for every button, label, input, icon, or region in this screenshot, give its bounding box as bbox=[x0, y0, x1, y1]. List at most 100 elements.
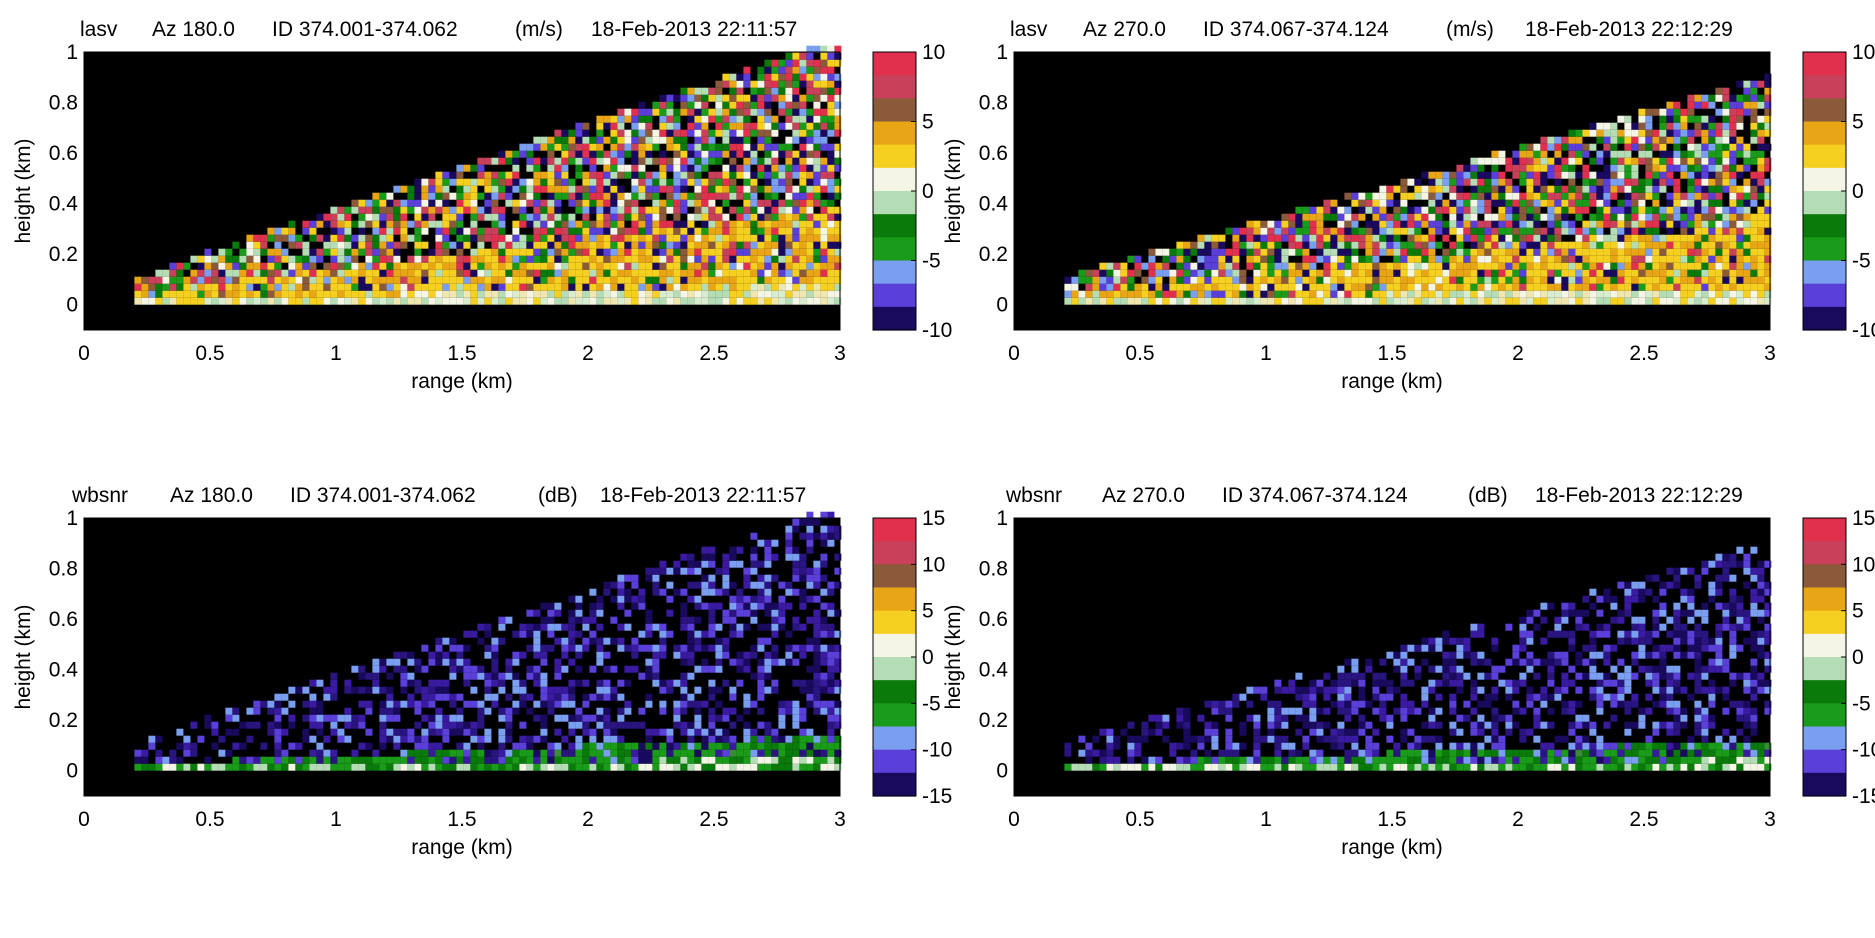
data-cell bbox=[708, 560, 716, 568]
data-cell bbox=[316, 276, 324, 284]
data-cell bbox=[1645, 234, 1653, 242]
data-cell bbox=[309, 262, 317, 270]
data-cell bbox=[764, 546, 772, 554]
data-cell bbox=[582, 714, 590, 722]
colorbar-segment bbox=[1803, 75, 1846, 99]
data-cell bbox=[673, 276, 681, 284]
data-cell bbox=[820, 227, 828, 235]
data-cell bbox=[1561, 185, 1569, 193]
data-cell bbox=[1624, 269, 1632, 277]
data-cell bbox=[519, 220, 527, 228]
data-cell bbox=[1246, 220, 1254, 228]
data-cell bbox=[743, 101, 751, 109]
data-cell bbox=[1533, 227, 1541, 235]
data-cell bbox=[1743, 185, 1751, 193]
data-cell bbox=[442, 658, 450, 666]
data-cell bbox=[582, 122, 590, 130]
data-cell bbox=[554, 171, 562, 179]
data-cell bbox=[232, 290, 240, 298]
data-cell bbox=[736, 595, 744, 603]
data-cell bbox=[792, 108, 800, 116]
data-cell bbox=[673, 164, 681, 172]
data-cell bbox=[211, 262, 219, 270]
data-cell bbox=[449, 714, 457, 722]
data-cell bbox=[1736, 80, 1744, 88]
data-cell bbox=[1757, 192, 1765, 200]
data-cell bbox=[1393, 213, 1401, 221]
data-cell bbox=[183, 749, 191, 757]
data-cell bbox=[1617, 115, 1625, 123]
data-cell bbox=[1253, 241, 1261, 249]
data-cell bbox=[358, 227, 366, 235]
data-cell bbox=[694, 241, 702, 249]
data-cell bbox=[1631, 171, 1639, 179]
data-cell bbox=[505, 192, 513, 200]
data-cell bbox=[1491, 241, 1499, 249]
data-cell bbox=[1729, 178, 1737, 186]
data-cell bbox=[610, 728, 618, 736]
data-cell bbox=[1274, 297, 1282, 305]
data-cell bbox=[743, 66, 751, 74]
data-cell bbox=[1624, 150, 1632, 158]
data-cell bbox=[1533, 220, 1541, 228]
data-cell bbox=[1491, 269, 1499, 277]
data-cell bbox=[358, 756, 366, 764]
data-cell bbox=[715, 122, 723, 130]
data-cell bbox=[631, 178, 639, 186]
data-cell bbox=[575, 234, 583, 242]
data-cell bbox=[764, 756, 772, 764]
data-cell bbox=[792, 206, 800, 214]
data-cell bbox=[1603, 122, 1611, 130]
data-cell bbox=[806, 756, 814, 764]
data-cell bbox=[708, 108, 716, 116]
data-cell bbox=[218, 248, 226, 256]
data-cell bbox=[834, 94, 842, 102]
data-cell bbox=[708, 171, 716, 179]
data-cell bbox=[1582, 143, 1590, 151]
data-cell bbox=[519, 721, 527, 729]
data-cell bbox=[1722, 290, 1730, 298]
data-cell bbox=[540, 199, 548, 207]
data-cell bbox=[659, 122, 667, 130]
data-cell bbox=[1673, 269, 1681, 277]
data-cell bbox=[246, 721, 254, 729]
data-cell bbox=[1372, 276, 1380, 284]
data-cell bbox=[687, 283, 695, 291]
data-cell bbox=[1519, 192, 1527, 200]
data-cell bbox=[1638, 129, 1646, 137]
data-cell bbox=[323, 693, 331, 701]
data-cell bbox=[806, 164, 814, 172]
data-cell bbox=[659, 728, 667, 736]
data-cell bbox=[400, 728, 408, 736]
data-cell bbox=[547, 623, 555, 631]
data-cell bbox=[666, 178, 674, 186]
data-cell bbox=[1694, 297, 1702, 305]
data-cell bbox=[1316, 276, 1324, 284]
data-cell bbox=[463, 283, 471, 291]
data-cell bbox=[463, 164, 471, 172]
data-cell bbox=[652, 574, 660, 582]
data-cell bbox=[771, 87, 779, 95]
data-cell bbox=[1526, 178, 1534, 186]
data-cell bbox=[484, 749, 492, 757]
data-cell bbox=[687, 178, 695, 186]
data-cell bbox=[1666, 129, 1674, 137]
data-cell bbox=[316, 290, 324, 298]
data-cell bbox=[1372, 241, 1380, 249]
data-cell bbox=[673, 644, 681, 652]
chart-title-part: Az 270.0 bbox=[1083, 18, 1166, 41]
data-cell bbox=[834, 164, 842, 172]
data-cell bbox=[519, 255, 527, 263]
data-cell bbox=[414, 665, 422, 673]
data-cell bbox=[1729, 248, 1737, 256]
data-cell bbox=[428, 178, 436, 186]
data-cell bbox=[1274, 276, 1282, 284]
data-cell bbox=[379, 665, 387, 673]
data-cell bbox=[1428, 178, 1436, 186]
data-cell bbox=[680, 553, 688, 561]
data-cell bbox=[645, 115, 653, 123]
data-cell bbox=[1659, 171, 1667, 179]
data-cell bbox=[617, 742, 625, 750]
colorbar-tick-label: -5 bbox=[1852, 250, 1871, 273]
data-cell bbox=[827, 227, 835, 235]
